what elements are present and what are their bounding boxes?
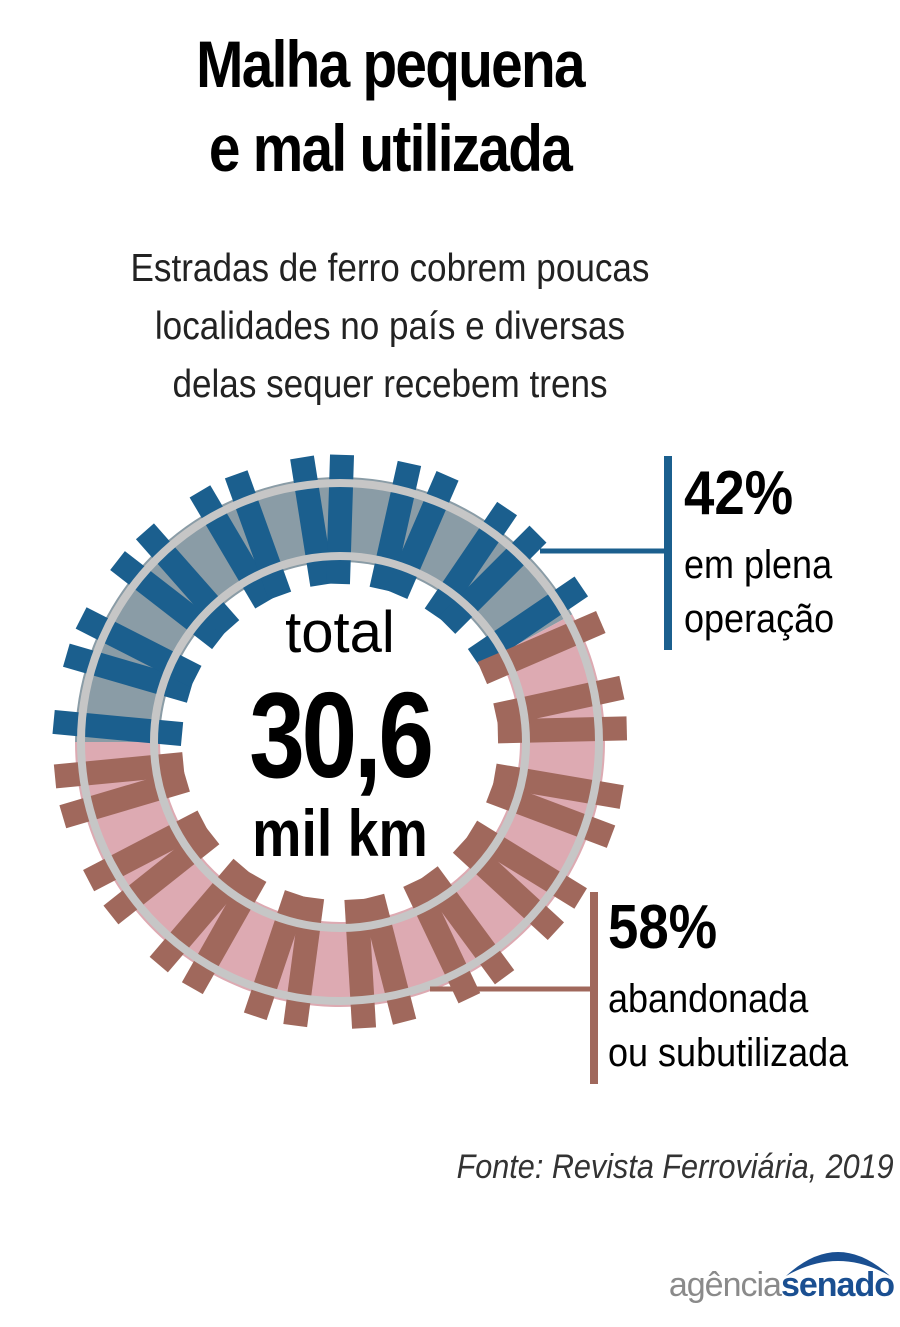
logo-text: agênciasenado [668, 1266, 895, 1305]
logo-text-part-1: agência [668, 1266, 782, 1304]
tie-abandoned [360, 893, 417, 1025]
tie-abandoned [418, 866, 515, 985]
source-note: Fonte: Revista Ferroviária, 2019 [456, 1148, 894, 1186]
tie-operation [424, 501, 518, 623]
tie-abandoned [181, 870, 267, 995]
total-label: total [285, 600, 395, 665]
tie-abandoned [464, 820, 587, 909]
tie-operation [189, 485, 276, 609]
agencia-senado-logo: agênciasenado [654, 1238, 895, 1308]
tie-abandoned [53, 752, 185, 789]
callout-label-operation: em plena operação [684, 538, 834, 646]
tie-abandoned [59, 768, 190, 829]
callout-label-abandoned-line-1: abandonada [608, 977, 809, 1021]
tie-abandoned [83, 810, 209, 892]
railway-donut-chart [52, 454, 668, 1029]
callout-label-operation-line-2: operação [684, 597, 835, 641]
tie-abandoned [149, 858, 252, 973]
callout-bar-abandoned [590, 892, 598, 1084]
tie-operation [369, 460, 422, 592]
callout-label-abandoned: abandonada ou subutilizada [608, 972, 848, 1080]
callout-bar-operation [664, 456, 672, 650]
callout-label-abandoned-line-2: ou subutilizada [608, 1031, 849, 1075]
tie-abandoned [243, 890, 308, 1021]
logo-arc-icon [786, 1252, 890, 1276]
tie-abandoned [486, 779, 616, 848]
total-unit: mil km [252, 796, 428, 870]
tie-operation [438, 525, 547, 634]
chart-title: Malha pequena e mal utilizada [55, 22, 726, 190]
tie-abandoned [103, 825, 220, 925]
tie-operation [75, 607, 202, 688]
tie-operation [110, 551, 227, 650]
tie-operation [135, 523, 240, 637]
inner-rail [150, 552, 530, 932]
subtitle-line-1: Estradas de ferro cobrem poucas [130, 247, 650, 290]
callout-label-operation-line-1: em plena [684, 543, 833, 587]
title-line-2: e mal utilizada [208, 111, 573, 185]
tie-operation [385, 471, 459, 599]
subtitle-line-3: delas sequer recebem trens [172, 363, 608, 406]
tie-operation [325, 454, 355, 585]
tie-abandoned [492, 763, 624, 809]
tie-abandoned [344, 898, 377, 1029]
tie-abandoned [283, 896, 325, 1028]
tie-abandoned [452, 835, 565, 941]
tie-abandoned [497, 716, 628, 744]
subtitle-line-2: localidades no país e diversas [154, 305, 626, 348]
tie-operation [467, 576, 589, 669]
tie-operation [224, 470, 292, 600]
tie-abandoned [493, 675, 625, 727]
chart-subtitle: Estradas de ferro cobrem poucas localida… [39, 240, 741, 414]
tie-operation [290, 455, 335, 587]
tie-operation [52, 710, 184, 747]
logo-text-part-2: senado [780, 1266, 895, 1304]
title-line-1: Malha pequena [196, 27, 585, 101]
slice-operation [75, 476, 573, 742]
tie-abandoned [477, 611, 606, 685]
callout-pct-abandoned: 58% [608, 893, 718, 962]
tie-abandoned [403, 876, 481, 1004]
outer-rail [77, 479, 603, 1005]
callout-pct-operation: 42% [684, 459, 794, 528]
total-value: 30,6 [249, 667, 434, 803]
tie-operation [63, 643, 194, 703]
